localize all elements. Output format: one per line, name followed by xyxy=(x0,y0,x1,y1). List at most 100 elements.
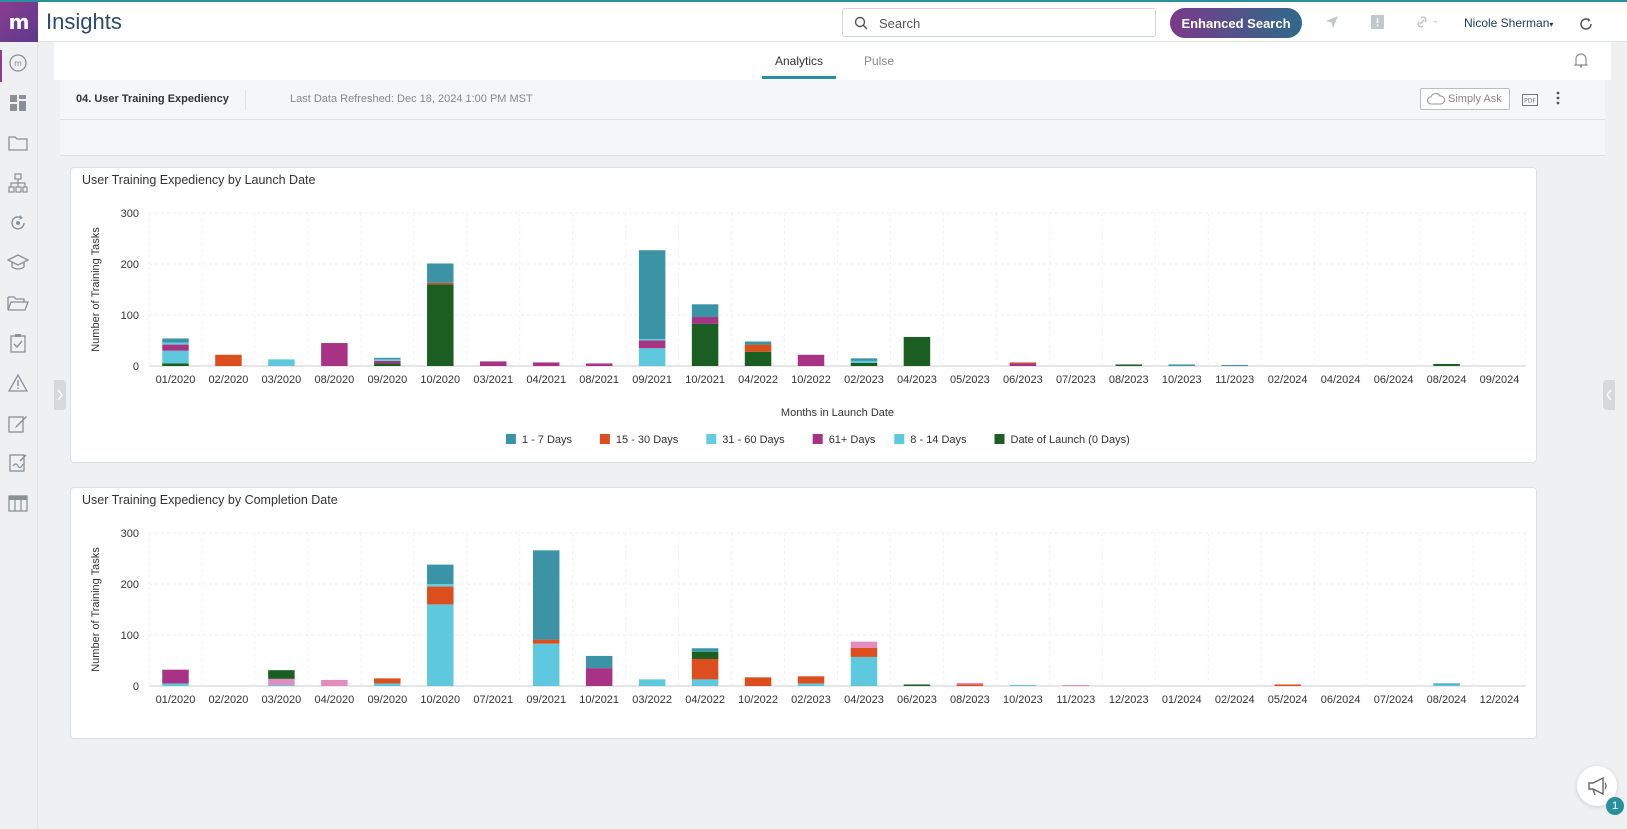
refresh-icon[interactable] xyxy=(1578,16,1594,37)
bar-segment xyxy=(532,643,560,686)
x-tick-label: 10/2020 xyxy=(420,374,460,386)
x-tick-label: 07/2024 xyxy=(1374,694,1414,706)
legend-label: 31 - 60 Days xyxy=(722,434,785,446)
tabs-bar: Analytics Pulse xyxy=(54,42,1611,80)
left-nav: m xyxy=(0,42,38,829)
x-tick-label: 02/2020 xyxy=(209,694,249,706)
graduation-cap-icon[interactable] xyxy=(7,252,29,274)
send-icon[interactable] xyxy=(1325,15,1339,34)
app-logo[interactable]: m xyxy=(0,2,38,42)
home-icon[interactable]: m xyxy=(7,52,29,74)
enhanced-search-button[interactable]: Enhanced Search xyxy=(1170,8,1302,38)
simply-ask-button[interactable]: Simply Ask xyxy=(1420,88,1510,110)
x-tick-label: 09/2020 xyxy=(367,374,407,386)
bar-segment xyxy=(427,604,454,686)
chart-card-completion: User Training Expediency by Completion D… xyxy=(70,487,1537,739)
tab-analytics[interactable]: Analytics xyxy=(775,54,824,68)
x-tick-label: 08/2024 xyxy=(1427,694,1467,706)
folder-icon[interactable] xyxy=(7,132,29,154)
pdf-icon[interactable]: PDF xyxy=(1522,93,1538,111)
edit-icon[interactable] xyxy=(7,412,29,434)
bar-segment xyxy=(691,304,719,318)
x-tick-label: 10/2020 xyxy=(420,694,460,706)
bar-segment xyxy=(480,361,507,366)
legend-swatch xyxy=(706,434,717,444)
more-options-icon[interactable] xyxy=(1556,91,1560,110)
bar-segment xyxy=(638,348,666,366)
y-axis-label: Number of Training Tasks xyxy=(90,227,102,352)
dashboard-icon[interactable] xyxy=(7,92,29,114)
x-tick-label: 02/2023 xyxy=(791,694,831,706)
x-tick-label: 09/2021 xyxy=(632,374,672,386)
megaphone-icon xyxy=(1588,776,1607,796)
x-tick-label: 10/2022 xyxy=(738,694,778,706)
bell-icon[interactable] xyxy=(1573,53,1589,73)
search-box[interactable] xyxy=(842,8,1156,37)
x-tick-label: 10/2022 xyxy=(791,374,831,386)
table-icon[interactable] xyxy=(7,492,29,514)
bar-segment xyxy=(268,678,295,685)
bar-segment xyxy=(691,323,719,366)
bar-segment xyxy=(321,679,348,686)
open-folder-icon[interactable] xyxy=(7,292,29,314)
x-tick-label: 08/2024 xyxy=(1427,374,1467,386)
signed-document-icon[interactable] xyxy=(7,452,29,474)
bar-segment xyxy=(268,670,295,679)
x-tick-label: 07/2023 xyxy=(1056,374,1096,386)
x-tick-label: 12/2024 xyxy=(1480,694,1520,706)
bar-segment xyxy=(268,359,295,366)
x-tick-label: 09/2021 xyxy=(526,694,566,706)
x-axis-label: Months in Launch Date xyxy=(781,407,894,419)
x-tick-label: 10/2023 xyxy=(1003,694,1043,706)
bar-segment xyxy=(691,648,719,652)
bar-segment xyxy=(956,682,984,685)
svg-text:m: m xyxy=(14,59,22,68)
cycle-icon[interactable] xyxy=(7,212,29,234)
hierarchy-icon[interactable] xyxy=(7,172,29,194)
bar-segment xyxy=(1433,684,1460,686)
bar-segment xyxy=(850,360,878,363)
y-tick-label: 100 xyxy=(121,630,139,642)
x-tick-label: 08/2023 xyxy=(950,694,990,706)
bar-segment xyxy=(1009,362,1037,364)
bar-segment xyxy=(427,282,454,285)
x-tick-label: 02/2020 xyxy=(209,374,249,386)
chart-launch-date: 0 100 200 300 Number of Training Tasks 01/202… xyxy=(90,208,1527,446)
y-tick-label: 300 xyxy=(121,208,139,220)
link-icon[interactable] xyxy=(1417,15,1441,34)
bar-segment xyxy=(797,683,825,686)
right-panel-toggle[interactable] xyxy=(1603,380,1615,410)
y-tick-label: 200 xyxy=(121,579,139,591)
svg-text:PDF: PDF xyxy=(1524,98,1536,105)
bar-segment xyxy=(1433,363,1460,366)
x-tick-label: 04/2021 xyxy=(526,374,566,386)
clipboard-check-icon[interactable] xyxy=(7,332,29,354)
x-tick-label: 03/2020 xyxy=(262,694,302,706)
bar-segment xyxy=(956,684,984,686)
nav-active-indicator xyxy=(0,50,2,82)
app-title: Insights xyxy=(46,9,122,34)
x-tick-label: 04/2023 xyxy=(897,374,937,386)
bar-segment xyxy=(744,677,772,686)
legend-label: 15 - 30 Days xyxy=(616,434,679,446)
bar-segment xyxy=(321,343,348,366)
left-panel-toggle[interactable] xyxy=(54,380,66,410)
bar-segment xyxy=(532,550,560,640)
bar-segment xyxy=(374,678,401,684)
legend-label: 61+ Days xyxy=(829,434,876,446)
x-tick-label: 03/2021 xyxy=(473,374,513,386)
tab-pulse[interactable]: Pulse xyxy=(864,54,895,68)
bar-segment xyxy=(903,336,931,366)
bar-segment xyxy=(1009,684,1037,686)
bar-segment xyxy=(638,340,666,349)
chart-card-launch: User Training Expediency by Launch Date … xyxy=(70,167,1537,463)
y-tick-label: 0 xyxy=(133,361,139,373)
search-input[interactable] xyxy=(879,13,1139,33)
warning-icon[interactable] xyxy=(7,372,29,394)
user-menu[interactable]: Nicole Sherman▾ xyxy=(1464,16,1553,30)
x-tick-label: 05/2024 xyxy=(1268,694,1308,706)
alert-box-icon[interactable] xyxy=(1371,15,1384,34)
active-tab-indicator xyxy=(762,76,836,79)
x-tick-label: 10/2023 xyxy=(1162,374,1202,386)
x-tick-label: 12/2023 xyxy=(1109,694,1149,706)
